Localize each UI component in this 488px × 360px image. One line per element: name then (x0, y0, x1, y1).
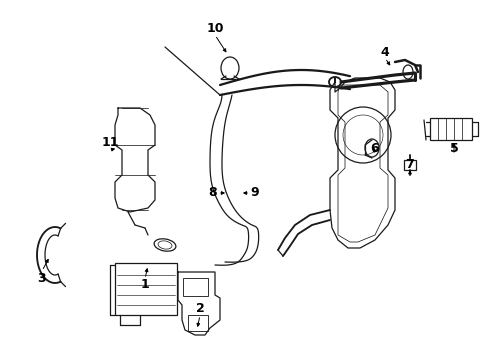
Text: 8: 8 (208, 186, 217, 199)
Text: 2: 2 (195, 302, 204, 315)
Text: 3: 3 (38, 271, 46, 284)
Text: 11: 11 (101, 136, 119, 149)
Ellipse shape (328, 77, 340, 87)
Text: 5: 5 (448, 141, 457, 154)
Text: 4: 4 (380, 45, 388, 58)
Text: 6: 6 (370, 141, 379, 154)
Text: 9: 9 (250, 186, 259, 199)
Text: 10: 10 (206, 22, 224, 35)
Text: 7: 7 (405, 158, 413, 171)
Text: 1: 1 (141, 279, 149, 292)
